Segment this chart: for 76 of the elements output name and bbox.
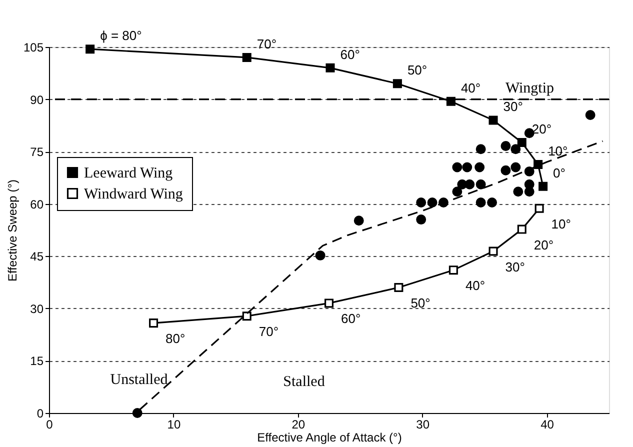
- annotation: Stalled: [283, 374, 326, 390]
- point: [452, 162, 462, 172]
- point: [585, 110, 596, 120]
- x-tick-label: 30: [416, 418, 430, 432]
- annotation: 50°: [410, 296, 430, 311]
- annotation: 40°: [465, 278, 486, 294]
- y-tick-label: 75: [30, 145, 44, 160]
- y-tick-label: 90: [30, 92, 44, 107]
- x-tick-label: 10: [167, 418, 181, 432]
- point: [416, 214, 426, 225]
- point: [324, 298, 334, 308]
- annotation: ϕ = 80°: [100, 28, 142, 44]
- legend-label: Windward Wing: [84, 186, 184, 202]
- annotation: 40°: [460, 80, 481, 96]
- y-axis-title: Effective Sweep (°): [5, 180, 20, 282]
- point: [452, 186, 462, 197]
- point: [488, 246, 498, 256]
- point: [394, 283, 404, 292]
- annotation: 10°: [551, 216, 571, 232]
- point: [86, 44, 95, 54]
- annotation: 60°: [340, 46, 360, 62]
- x-tick-label: 20: [292, 418, 306, 432]
- point: [513, 186, 524, 197]
- point: [242, 312, 252, 321]
- x-tick-label: 0: [46, 418, 54, 432]
- annotation: 50°: [407, 62, 428, 78]
- annotation: 70°: [258, 324, 279, 340]
- y-tick-label: 60: [30, 197, 44, 212]
- annotation: Unstalled: [110, 372, 168, 388]
- point: [448, 266, 458, 275]
- point: [474, 162, 485, 172]
- point: [488, 116, 498, 125]
- point: [534, 160, 543, 169]
- point: [510, 162, 521, 172]
- point: [354, 216, 364, 226]
- point: [427, 197, 438, 208]
- point: [517, 138, 526, 148]
- point: [476, 179, 486, 190]
- point: [149, 318, 158, 328]
- y-tick-label: 30: [30, 302, 44, 316]
- ref-line-label: Wingtip: [505, 80, 554, 96]
- annotation: 80°: [166, 331, 186, 346]
- point: [326, 63, 335, 72]
- point: [487, 197, 498, 208]
- annotation: 70°: [256, 36, 277, 52]
- annotation: 20°: [534, 237, 554, 252]
- y-tick-label: 15: [30, 354, 44, 368]
- y-tick-label: 45: [30, 250, 44, 264]
- annotation: 30°: [505, 259, 525, 274]
- x-tick-label: 40: [540, 418, 554, 432]
- point: [517, 224, 526, 234]
- annotation: 0°: [553, 165, 566, 180]
- point: [500, 165, 511, 176]
- point: [534, 204, 544, 213]
- point: [315, 250, 326, 260]
- point: [132, 408, 142, 418]
- x-axis-title: Effective Angle of Attack (°): [257, 430, 402, 444]
- point: [416, 197, 426, 208]
- point: [242, 52, 252, 62]
- point: [524, 186, 534, 197]
- annotation: 10°: [548, 143, 568, 158]
- annotation: 30°: [503, 99, 523, 114]
- point: [510, 144, 521, 154]
- point: [392, 79, 402, 88]
- point: [446, 96, 456, 106]
- annotation: 20°: [532, 122, 552, 137]
- annotation: 60°: [341, 311, 361, 326]
- y-tick-label: 0: [36, 406, 44, 420]
- legend-label: Leeward Wing: [84, 166, 174, 182]
- point: [538, 182, 548, 191]
- point: [500, 141, 511, 151]
- point: [464, 179, 475, 190]
- point: [462, 162, 472, 172]
- y-tick-label: 105: [23, 40, 44, 54]
- point: [476, 197, 486, 208]
- point: [476, 144, 486, 154]
